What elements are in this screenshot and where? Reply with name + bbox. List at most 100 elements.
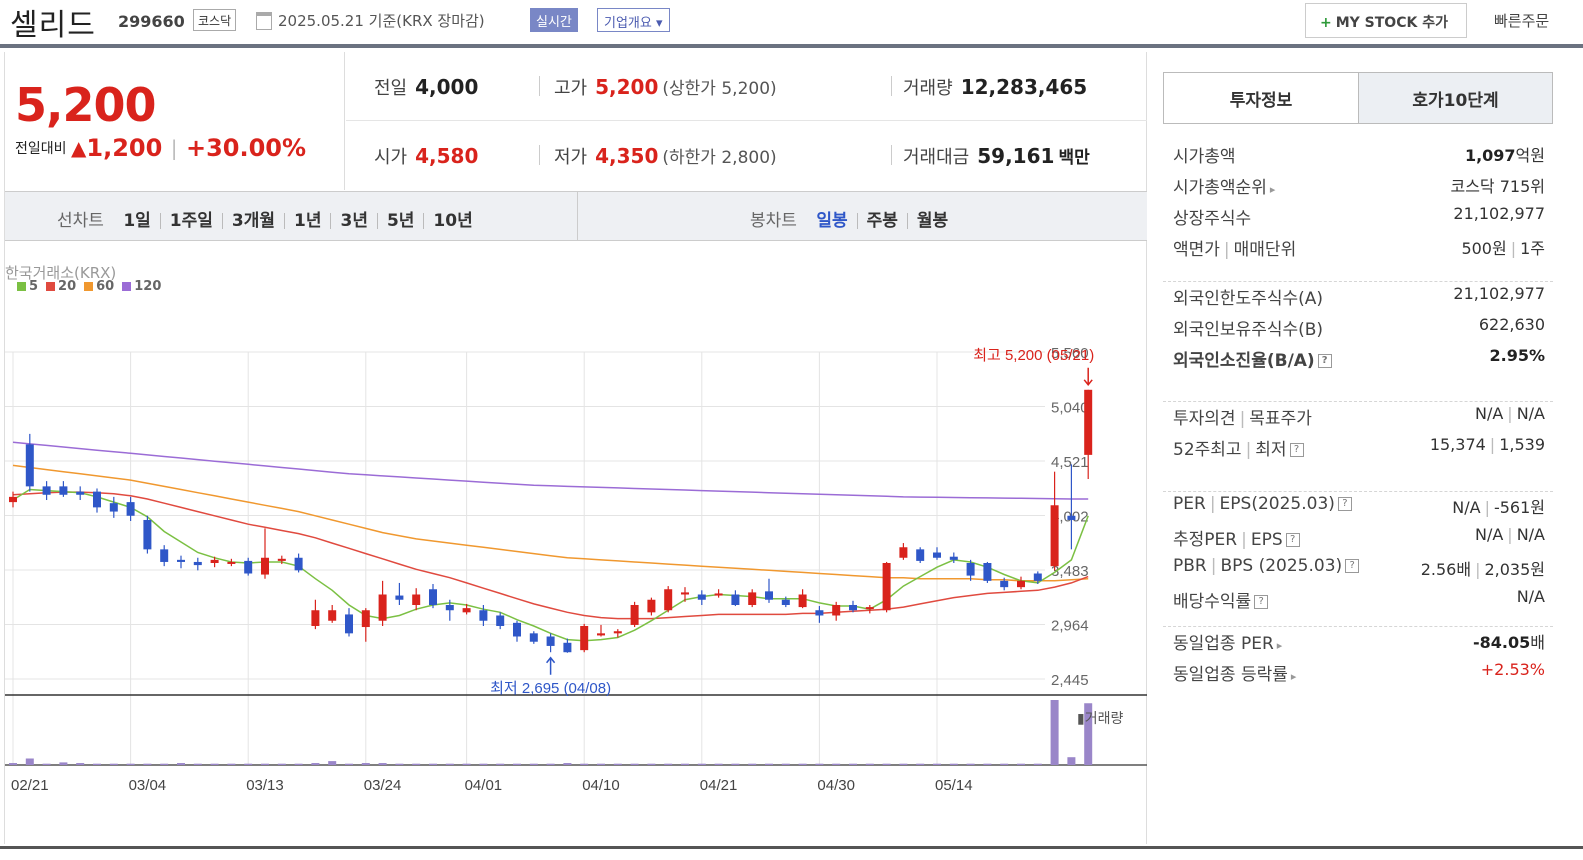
candle-body [227,561,236,564]
tab-orderbook[interactable]: 호가10단계 [1358,73,1552,123]
tab-bar: 투자정보 호가10단계 [1163,72,1553,124]
chevron-right-icon: ▸ [1290,670,1297,683]
divider: | [1489,435,1496,454]
open-value: 4,580 [415,144,479,168]
candle-body [882,563,891,611]
help-icon[interactable]: ? [1337,497,1352,511]
candle-body [462,608,471,613]
info-value: 2.95% [1489,346,1545,365]
info-value: N/A | N/A [1474,525,1545,544]
candle-body [865,607,874,610]
volume-bar [294,763,303,765]
volume-bar [765,763,773,765]
stock-name: 셀리드 [10,8,96,43]
volume-bar [529,763,538,765]
volume-bar [25,758,34,765]
volume-bar [983,763,992,765]
help-icon[interactable]: ? [1254,595,1269,609]
candle-body [597,633,605,636]
realtime-button[interactable]: 실시간 [530,8,578,32]
date-text: 2025.05.21 기준(KRX 장마감) [278,12,485,30]
y-tick-label: 5,560 [1051,345,1089,362]
investment-panel: 투자정보 호가10단계 시가총액 1,097억원 시가총액순위 ▸ 코스닥 715위 상장… [1163,72,1553,712]
info-section: 투자의견 | 목표주가 N/A | N/A 52주최고 | 최저? 15,374 | 1,539 [1163,402,1553,492]
candle-body [966,563,975,576]
info-value: -84.05배 [1473,633,1545,652]
info-row: PER | EPS(2025.03)? N/A | -561원 [1163,494,1545,524]
chevron-right-icon: ▸ [1269,183,1276,196]
candle-body [160,549,169,562]
divider: | [1210,556,1217,576]
volume-bar [949,763,958,765]
volume-bar [513,763,521,765]
candle-body [781,599,790,605]
period-3개월[interactable]: 3개월 [231,211,276,231]
candle-body [949,556,958,560]
info-key[interactable]: 동일업종 PER ▸ [1173,634,1283,654]
info-value: 21,102,977 [1453,284,1545,303]
period-1주일[interactable]: 1주일 [169,211,213,231]
candle-body [529,633,538,642]
up-arrow-icon: ▲ [70,136,87,160]
y-tick-label: 2,445 [1051,672,1089,689]
info-key[interactable]: 시가총액순위 ▸ [1173,178,1276,198]
candle-body [731,594,740,605]
candle-body [697,594,706,600]
y-tick-label: 2,964 [1051,618,1089,635]
help-icon[interactable]: ? [1345,559,1360,573]
volume-bar [76,763,85,765]
change-value: 1,200 [86,134,163,162]
info-value: 코스닥 715위 [1450,177,1545,196]
volume-bar [580,763,589,765]
candle-body [294,557,303,571]
x-tick-label: 02/21 [11,777,49,794]
divider: | [1484,498,1490,517]
company-overview-button[interactable]: 기업개요 ▾ [597,8,670,32]
candle-body [9,496,17,503]
divider: | [1239,409,1246,429]
quick-order-button[interactable]: 빠른주문 [1494,12,1550,30]
period-5년[interactable]: 5년 [386,211,415,231]
candle-period-주봉[interactable]: 주봉 [866,211,898,231]
tab-investment-info[interactable]: 투자정보 [1164,73,1358,123]
period-1일[interactable]: 1일 [123,211,151,231]
volume-bar [429,763,437,765]
info-key[interactable]: 동일업종 등락률 ▸ [1173,665,1297,685]
candle-body [899,547,908,558]
candle-body [1017,580,1025,588]
candle-period-월봉[interactable]: 월봉 [916,211,949,231]
candle-body [25,444,34,487]
info-key: PER | EPS(2025.03)? [1173,494,1352,514]
x-tick-label: 03/04 [129,777,167,794]
candle-chart-periods: 봉차트 일봉 주봉 월봉 [750,206,948,231]
lower-limit: (하한가 2,800) [662,148,777,168]
volume-bar [832,763,841,765]
plus-icon: + [1320,15,1332,31]
candle-body [580,625,589,651]
divider [159,213,161,229]
stock-main-panel: 5,200 전일대비 ▲1,200 | +30.00% 전일 4,000 고가 5,… [4,52,1147,844]
help-icon[interactable]: ? [1285,533,1300,547]
volume-bar [462,763,471,765]
info-key: 투자의견 | 목표주가 [1173,409,1312,429]
candle-body [630,604,639,625]
volume-bar [496,763,505,765]
legend-swatch [17,282,26,291]
volume-bar [42,763,51,765]
candle-body [479,610,488,621]
add-mystock-button[interactable]: + MY STOCK 추가 [1305,3,1467,38]
candle-period-일봉[interactable]: 일봉 [816,211,848,231]
candle-body [714,593,723,596]
candle-body [1050,505,1059,567]
candle-body [210,559,219,564]
help-icon[interactable]: ? [1317,354,1332,368]
period-1년[interactable]: 1년 [294,211,322,231]
price-box: 5,200 전일대비 ▲1,200 | +30.00% [5,52,345,190]
low-label: 저가 [554,147,588,168]
candle-body [328,610,337,621]
help-icon[interactable]: ? [1289,443,1304,457]
volume-bar [210,763,219,765]
period-3년[interactable]: 3년 [340,211,368,231]
period-10년[interactable]: 10년 [433,211,473,231]
info-key: 외국인소진율(B/A)? [1173,346,1332,371]
